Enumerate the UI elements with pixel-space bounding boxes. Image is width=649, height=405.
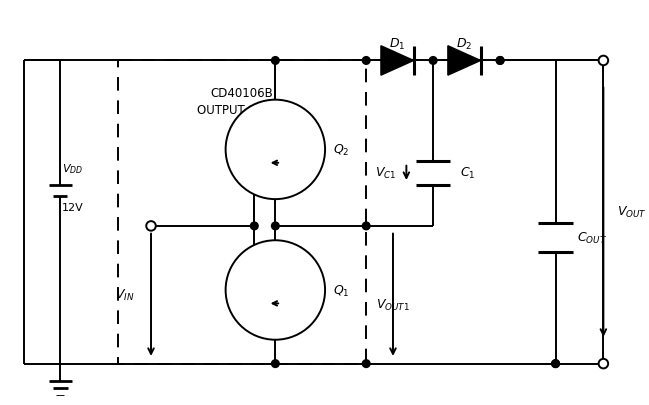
Circle shape <box>226 100 325 200</box>
Circle shape <box>251 222 258 230</box>
Text: $C_{OUT}$: $C_{OUT}$ <box>576 230 607 245</box>
Circle shape <box>552 360 559 368</box>
Text: $D_1$: $D_1$ <box>389 36 406 52</box>
Text: $V_{OUT1}$: $V_{OUT1}$ <box>376 297 410 312</box>
Text: $Q_1$: $Q_1$ <box>333 283 349 298</box>
Text: $V_{OUT}$: $V_{OUT}$ <box>617 205 646 220</box>
Circle shape <box>362 222 370 230</box>
Circle shape <box>271 222 279 230</box>
Circle shape <box>146 222 156 231</box>
Text: 12V: 12V <box>62 202 84 213</box>
Text: $V_{DD}$: $V_{DD}$ <box>62 162 83 176</box>
Circle shape <box>226 241 325 340</box>
Text: $V_{IN}$: $V_{IN}$ <box>114 288 134 303</box>
Circle shape <box>496 58 504 65</box>
Polygon shape <box>381 47 413 76</box>
Text: $V_{C1}$: $V_{C1}$ <box>374 165 396 181</box>
Circle shape <box>552 360 559 368</box>
Circle shape <box>271 360 279 368</box>
Circle shape <box>362 360 370 368</box>
Text: OUTPUT STAGE: OUTPUT STAGE <box>197 103 287 117</box>
Text: $Q_2$: $Q_2$ <box>333 143 349 158</box>
Text: $C_1$: $C_1$ <box>460 165 475 181</box>
Circle shape <box>430 58 437 65</box>
Circle shape <box>598 57 608 66</box>
Circle shape <box>496 58 504 65</box>
Text: CD40106B: CD40106B <box>210 86 273 99</box>
Text: $D_2$: $D_2$ <box>456 36 472 52</box>
Circle shape <box>362 58 370 65</box>
Polygon shape <box>448 47 481 76</box>
Circle shape <box>271 58 279 65</box>
Circle shape <box>598 359 608 369</box>
